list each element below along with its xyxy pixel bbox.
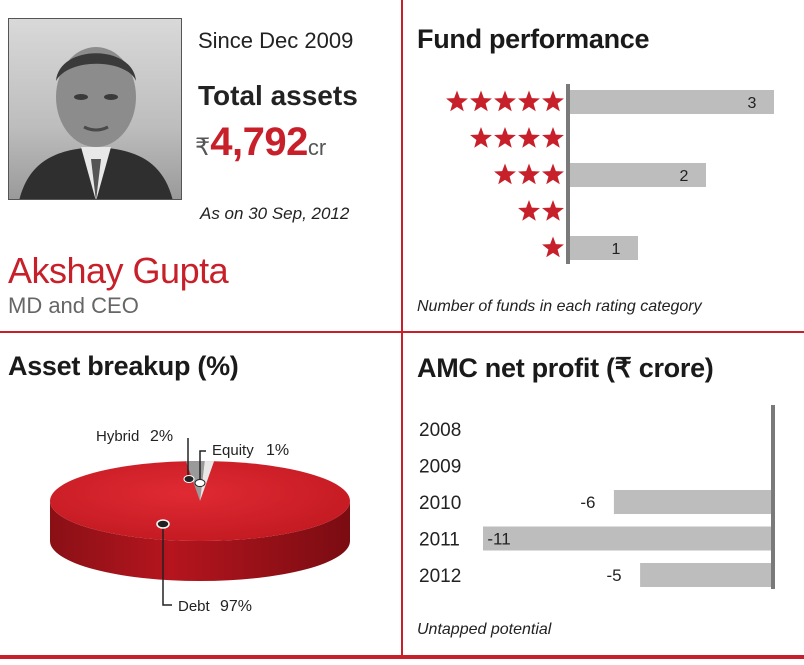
fund-performance-chart: 3 2 1 xyxy=(446,84,774,264)
divider-horizontal-bottom xyxy=(0,655,804,659)
pie-value-hybrid: 2% xyxy=(150,428,173,445)
rating-stars-2 xyxy=(518,200,564,221)
star-icon xyxy=(470,127,492,148)
year-label-2008: 2008 xyxy=(419,420,461,441)
star-icon xyxy=(518,127,540,148)
marker-equity xyxy=(194,479,206,487)
total-assets-value: ₹4,792cr xyxy=(195,120,326,165)
star-icon xyxy=(494,163,516,185)
star-icon xyxy=(518,90,540,112)
fund-performance-panel: Fund performance 3 2 1 Number of funds in … xyxy=(403,0,804,331)
since-date: Since Dec 2009 xyxy=(198,28,354,53)
data-label-rating-3: 2 xyxy=(680,168,689,185)
year-label-2011: 2011 xyxy=(419,530,460,551)
bar-2010 xyxy=(613,490,771,514)
asset-breakup-title: Asset breakup (%) xyxy=(8,351,239,381)
portrait-image xyxy=(19,47,173,199)
data-label-rating-1: 1 xyxy=(612,241,621,258)
data-label-2010: -6 xyxy=(580,493,595,512)
pie-label-debt: Debt xyxy=(178,598,211,615)
amc-profit-note: Untapped potential xyxy=(417,621,552,638)
amc-profit-panel: AMC net profit (₹ crore) 2008 2009 2010 -6 2… xyxy=(403,333,804,655)
star-icon xyxy=(494,127,516,148)
amc-profit-chart: 2008 2009 2010 -6 2011 -11 2012 -5 xyxy=(419,405,775,589)
asset-breakup-chart: Hybrid 2% Equity 1% Debt 97% xyxy=(50,428,350,615)
rupee-symbol: ₹ xyxy=(195,134,211,161)
year-label-2009: 2009 xyxy=(419,457,461,478)
rating-stars-3 xyxy=(494,163,564,185)
data-label-rating-5: 3 xyxy=(748,95,757,112)
rating-stars-5 xyxy=(446,90,564,112)
year-label-2010: 2010 xyxy=(419,493,461,514)
star-icon xyxy=(446,90,468,112)
star-icon xyxy=(542,127,564,148)
amc-profit-title: AMC net profit (₹ crore) xyxy=(417,353,714,383)
total-assets-unit: cr xyxy=(307,135,327,160)
total-assets-number: 4,792 xyxy=(210,120,308,164)
manager-name: Akshay Gupta xyxy=(8,250,229,291)
pie-label-hybrid: Hybrid xyxy=(96,428,139,445)
marker-debt xyxy=(156,519,170,529)
fund-performance-title: Fund performance xyxy=(417,24,650,54)
value-axis xyxy=(566,84,570,264)
leader-line-equity xyxy=(199,450,206,481)
star-icon xyxy=(542,236,564,258)
star-icon xyxy=(518,163,540,185)
total-assets-label: Total assets xyxy=(198,80,358,111)
manager-photo xyxy=(8,18,182,200)
as-on-date: As on 30 Sep, 2012 xyxy=(200,204,350,223)
pie-value-debt: 97% xyxy=(220,598,252,615)
star-icon xyxy=(542,163,564,185)
rating-stars-4 xyxy=(470,127,564,148)
manager-panel: Since Dec 2009 Total assets ₹4,792cr As … xyxy=(0,0,401,331)
bar-rating-3 xyxy=(570,163,706,187)
star-icon xyxy=(542,90,564,112)
marker-hybrid xyxy=(183,475,195,483)
divider-vertical-top xyxy=(401,0,403,331)
star-icon xyxy=(518,200,540,221)
star-icon xyxy=(542,200,564,221)
star-icon xyxy=(494,90,516,112)
divider-horizontal-middle xyxy=(0,331,804,333)
pie-slice-equity xyxy=(200,461,215,501)
manager-title: MD and CEO xyxy=(8,293,139,318)
bar-2012 xyxy=(640,563,771,587)
zero-axis xyxy=(771,405,775,589)
year-label-2012: 2012 xyxy=(419,566,461,587)
asset-breakup-panel: Asset breakup (%) Hybrid 2% Equity 1% Debt 97… xyxy=(0,333,401,655)
data-label-2011: -11 xyxy=(487,530,510,549)
bar-rating-1 xyxy=(570,236,638,260)
pie-value-equity: 1% xyxy=(266,442,289,459)
fund-performance-note: Number of funds in each rating category xyxy=(417,298,702,315)
divider-vertical-bottom xyxy=(401,333,403,655)
bar-2011 xyxy=(483,526,771,551)
bar-rating-5 xyxy=(570,90,774,114)
leader-line-debt xyxy=(162,525,172,606)
star-icon xyxy=(470,90,492,112)
pie-label-equity: Equity xyxy=(212,442,254,459)
data-label-2012: -5 xyxy=(607,566,622,585)
rating-stars-1 xyxy=(542,236,564,258)
